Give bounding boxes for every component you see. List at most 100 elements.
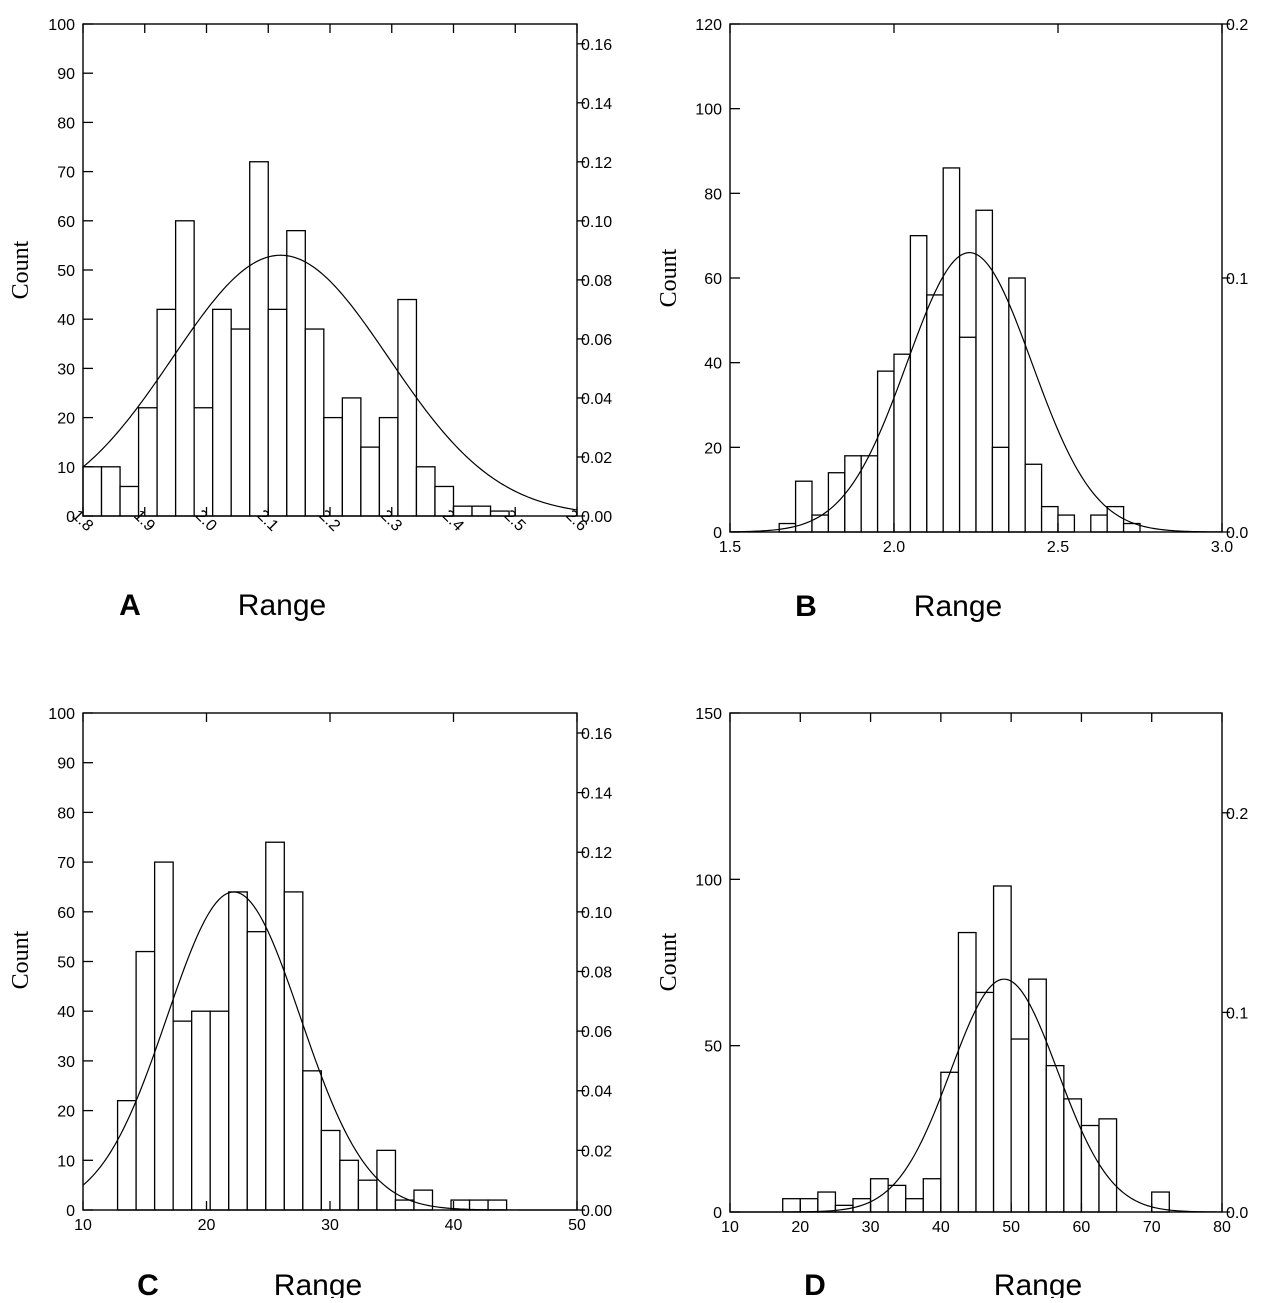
histogram-bar: [1008, 277, 1026, 533]
histogram-bar: [323, 416, 344, 517]
y-tick-label: 60: [57, 905, 75, 922]
chart-panel-a: 0 10 20 30 40 50 60 70 80 90 100 0.00 0.02 0.04 0.06 0.…: [8, 17, 612, 622]
y2-tick-label: 0.02: [581, 450, 612, 467]
y2-tick-label: 0.00: [581, 1203, 612, 1220]
histogram-bar: [811, 514, 830, 533]
y2-tick-label: 0.2: [1226, 806, 1248, 823]
y-tick-label: 100: [695, 872, 722, 889]
histogram-bar: [137, 407, 158, 517]
chart-panel-c: 01020304050607080901000.000.020.040.060.…: [8, 706, 612, 1302]
x-axis-label: Range: [914, 590, 1002, 623]
x-tick-label: 50: [1002, 1219, 1020, 1236]
histogram-bar: [357, 1179, 378, 1211]
histogram-bar: [940, 1071, 960, 1213]
y2-tick-label: 0.16: [581, 37, 612, 54]
x-tick-label: 20: [198, 1217, 216, 1234]
histogram-bar: [1028, 978, 1047, 1213]
x-axis-label: Range: [238, 589, 326, 622]
y-tick-label: 40: [57, 1004, 75, 1021]
histogram-bar: [1010, 1038, 1030, 1213]
x-tick-label: 40: [445, 1217, 463, 1234]
y-tick-label: 10: [57, 460, 75, 477]
y-tick-label: 0: [66, 509, 75, 526]
y-tick-label: 20: [57, 411, 75, 428]
histogram-bar: [975, 991, 995, 1213]
y2-tick-label: 0.00: [581, 509, 612, 526]
histogram-bar: [209, 1010, 230, 1211]
x-tick-label: 50: [568, 1217, 586, 1234]
histogram-bar: [975, 209, 994, 533]
chart-panel-b: 0 20 40 60 80 100 120 0.0 0.1 0.2 1.5 2.0 2.5 3.0 Coun…: [656, 17, 1248, 623]
y-tick-label: 90: [57, 66, 75, 83]
x-tick-label: 20: [791, 1219, 809, 1236]
y-tick-label: 50: [57, 263, 75, 280]
x-tick-label: 2.5: [1047, 539, 1069, 556]
histogram-bar: [339, 1159, 360, 1211]
y-tick-label: 150: [695, 706, 722, 723]
histogram-bar: [1063, 1098, 1083, 1213]
histogram-bar: [957, 931, 977, 1213]
histogram-bar: [119, 485, 140, 517]
panel-letter: D: [804, 1269, 826, 1298]
y2-tick-label: 0.08: [581, 273, 612, 290]
histogram-bar: [905, 1198, 924, 1213]
histogram-bar: [376, 1149, 397, 1211]
x-axis-label: Range: [994, 1269, 1082, 1298]
y-axis-label: Count: [656, 248, 682, 307]
histogram-bar: [193, 407, 214, 517]
histogram-bar: [82, 466, 103, 517]
y2-tick-label: 0.16: [581, 726, 612, 743]
y2-tick-label: 0.06: [581, 1024, 612, 1041]
histogram-bar: [1090, 514, 1108, 533]
histogram-bar: [116, 1100, 137, 1211]
histogram-bar: [1057, 514, 1076, 533]
x-tick-label: 60: [1073, 1219, 1091, 1236]
y2-tick-label: 0.04: [581, 391, 612, 408]
histogram-bar: [887, 1184, 907, 1213]
histogram-bar: [1080, 1124, 1100, 1213]
y-tick-label: 80: [57, 115, 75, 132]
x-tick-label: 30: [321, 1217, 339, 1234]
histogram-bar: [172, 1020, 193, 1211]
histogram-bar: [876, 370, 895, 533]
y-tick-label: 30: [57, 361, 75, 378]
histogram-bar: [156, 308, 177, 517]
y2-tick-label: 0.10: [581, 905, 612, 922]
normal-curve: [82, 254, 578, 511]
y2-tick-label: 0.2: [1226, 17, 1248, 34]
y2-tick-label: 0.04: [581, 1084, 612, 1101]
histogram-bar: [135, 950, 156, 1211]
panel-letter: A: [119, 589, 141, 622]
x-tick-label: 10: [74, 1217, 92, 1234]
y-tick-label: 10: [57, 1153, 75, 1170]
x-tick-label: 40: [932, 1219, 950, 1236]
y-tick-label: 20: [57, 1104, 75, 1121]
y2-tick-label: 0.14: [581, 786, 612, 803]
x-tick-label: 70: [1143, 1219, 1161, 1236]
y-tick-label: 100: [48, 706, 75, 723]
histogram-bar: [397, 298, 418, 517]
histogram-bar: [958, 336, 977, 533]
x-tick-label: 2.0: [883, 539, 905, 556]
histogram-bar: [283, 891, 304, 1211]
histogram-bar: [320, 1129, 341, 1211]
histogram-bar: [341, 397, 362, 517]
y-tick-label: 70: [57, 165, 75, 182]
y-tick-label: 90: [57, 756, 75, 773]
histogram-bar: [1045, 1064, 1065, 1213]
x-tick-label: 80: [1213, 1219, 1231, 1236]
y2-tick-label: 0.1: [1226, 1005, 1248, 1022]
histogram-bar: [799, 1198, 819, 1213]
x-tick-label: 10: [721, 1219, 739, 1236]
histogram-bar: [246, 931, 267, 1211]
histogram-bar: [922, 1178, 942, 1213]
x-tick-label: 3.0: [1211, 539, 1233, 556]
y2-tick-label: 0.14: [581, 96, 612, 113]
histogram-bar: [304, 328, 325, 517]
y-axis-label: Count: [8, 930, 34, 989]
plot-frame: [729, 712, 1223, 1213]
y-axis-label: Count: [656, 932, 682, 991]
y-tick-label: 100: [48, 17, 75, 34]
histogram-bar: [860, 455, 879, 533]
